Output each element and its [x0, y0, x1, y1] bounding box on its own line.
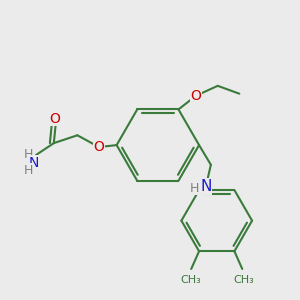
Text: CH₃: CH₃: [181, 275, 202, 285]
Text: H: H: [190, 182, 199, 195]
Text: O: O: [94, 140, 104, 154]
Text: H: H: [24, 164, 33, 177]
Text: O: O: [191, 89, 202, 103]
Text: O: O: [50, 112, 60, 126]
Text: CH₃: CH₃: [234, 275, 255, 285]
Text: N: N: [29, 156, 39, 170]
Text: H: H: [24, 148, 33, 161]
Text: N: N: [200, 179, 211, 194]
